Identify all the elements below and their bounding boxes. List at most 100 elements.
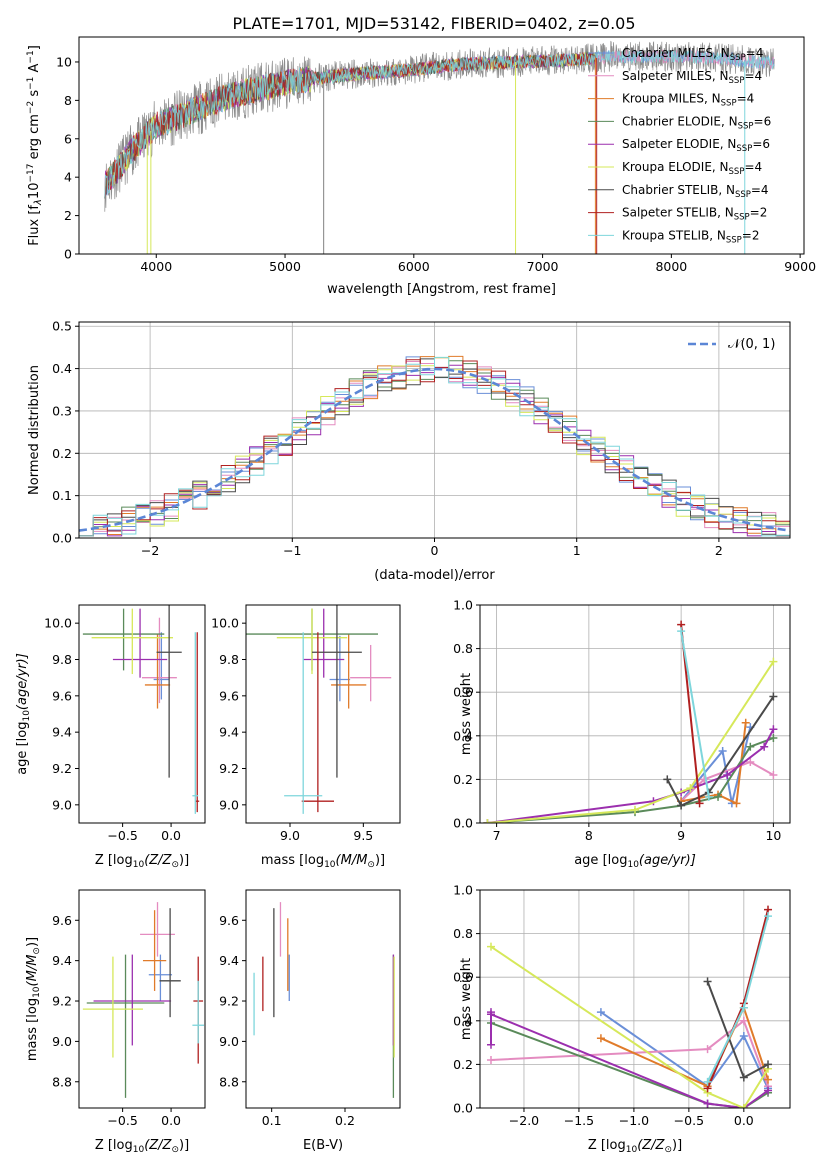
legend-label: Salpeter MILES, NSSP=4 (622, 69, 762, 86)
x-axis-label: age [log10(age/yr)] (574, 853, 696, 870)
errorbar-point (156, 605, 182, 778)
y-tick-label: 4 (64, 170, 72, 185)
histogram-kroupa-stelib (79, 356, 790, 537)
y-tick-label: 0.0 (453, 816, 473, 831)
plot-area (486, 905, 773, 1108)
y-tick-label: 10.0 (211, 616, 239, 631)
y-tick-label: 0.8 (453, 926, 473, 941)
axes: 7 8 9 10 0.0 0.2 0.4 0.6 0.8 1.0 age [log10(age/yr… (453, 598, 791, 870)
weight-marker (739, 1016, 748, 1025)
errorbar-point (112, 608, 168, 678)
errorbar-point (153, 632, 170, 700)
panel-mass_vs_z: −0.5 0.0 8.8 9.0 9.2 9.4 9.6 Z [log10(Z/Z⊙)] mas… (25, 889, 206, 1155)
weight-marker (746, 742, 755, 751)
weight-line (666, 696, 775, 807)
residual-legend: 𝒩(0, 1) (688, 337, 775, 352)
weight-marker (631, 805, 639, 814)
x-tick-label: 0.0 (161, 1113, 181, 1128)
errorbar-point (159, 908, 181, 1018)
y-axis-label: age [log10(age/yr)] (15, 653, 32, 775)
axes-frame (479, 889, 791, 1109)
errorbar-point (148, 954, 173, 1002)
weight-marker (764, 912, 773, 921)
weight-marker (769, 725, 778, 734)
x-tick-label: 8 (585, 828, 593, 843)
axes: 4000 5000 6000 7000 8000 9000 0 2 4 6 8 10 wavelengt… (26, 36, 816, 297)
y-tick-label: 2 (64, 208, 72, 223)
y-tick-label: 0.2 (453, 772, 473, 787)
plot-area (82, 902, 205, 1098)
y-tick-label: 1.0 (453, 598, 473, 613)
legend-label: Kroupa STELIB, NSSP=2 (622, 228, 760, 245)
errorbar-point (86, 954, 165, 1098)
weight-marker (486, 1010, 495, 1019)
errorbar-point (82, 608, 165, 671)
normal-curve (79, 367, 790, 532)
legend-label: Chabrier MILES, NSSP=4 (622, 46, 763, 63)
weight-marker (703, 1077, 712, 1086)
legend-label: Salpeter ELODIE, NSSP=6 (622, 137, 770, 154)
weight-marker (769, 733, 778, 742)
y-axis-label: Normed distribution (27, 365, 42, 495)
weight-line (490, 945, 769, 1108)
y-axis-label: mass [log10(M/M⊙)] (25, 937, 42, 1061)
x-tick-label: 4000 (140, 259, 172, 274)
axes: −2 −1 0 1 2 0.0 0.1 0.2 0.3 0.4 0.5 (data-model)/er… (27, 319, 791, 583)
y-tick-label: 0.0 (453, 1101, 473, 1116)
errorbar-point (329, 635, 351, 702)
panel-weight_vs_z: −2.0 −1.5 −1.0 −0.5 0.0 0.0 0.2 0.4 0.6 0.8 1.0 Z [… (453, 883, 791, 1155)
axes: −0.5 0.0 8.8 9.0 9.2 9.4 9.6 Z [log10(Z/Z⊙)] mas… (25, 889, 206, 1155)
errorbar-point (82, 956, 143, 1058)
y-tick-label: 9.0 (219, 797, 239, 812)
panel-spectrum: 4000 5000 6000 7000 8000 9000 0 2 4 6 8 10 wavelengt… (26, 36, 816, 297)
y-tick-label: 8.8 (52, 1074, 72, 1089)
y-tick-label: 9.4 (52, 953, 72, 968)
weight-marker (723, 771, 732, 780)
errorbar-point (91, 608, 174, 675)
spectrum-line-kroupa-stelib (104, 49, 775, 199)
plot-area (82, 605, 200, 814)
weight-marker (739, 1003, 748, 1012)
x-axis-label: (data-model)/error (374, 568, 495, 583)
spectrum-legend: Chabrier MILES, NSSP=4 Salpeter MILES, NS… (588, 46, 771, 245)
y-tick-label: 1.0 (453, 883, 473, 898)
x-axis-label: Z [log10(Z/Z⊙)] (95, 853, 189, 870)
weight-marker (769, 657, 778, 666)
x-tick-label: 0.2 (335, 1113, 355, 1128)
weight-marker (677, 627, 686, 636)
axes-frame (78, 889, 206, 1109)
errorbar-point (350, 644, 392, 702)
x-tick-label: 7 (493, 828, 501, 843)
x-tick-label: 9.0 (280, 828, 300, 843)
x-tick-label: 7000 (527, 259, 559, 274)
weight-marker (746, 757, 755, 766)
x-tick-label: 0.1 (262, 1113, 282, 1128)
weight-line (600, 1011, 769, 1089)
errorbar-point (142, 910, 167, 991)
y-tick-label: 6 (64, 131, 72, 146)
y-tick-label: 9.0 (52, 1034, 72, 1049)
weight-marker (596, 1008, 605, 1017)
y-tick-label: 8 (64, 93, 72, 108)
spectrum-line-chabrier-stelib (104, 52, 597, 199)
y-tick-label: 9.0 (219, 1034, 239, 1049)
x-tick-label: −1.0 (619, 1113, 649, 1128)
y-tick-label: 0.4 (453, 728, 473, 743)
y-tick-label: 9.2 (219, 994, 239, 1009)
plot-area (246, 605, 392, 814)
y-tick-label: 0.3 (52, 403, 72, 418)
y-tick-label: 0.4 (453, 1013, 473, 1028)
y-tick-label: 0.2 (52, 446, 72, 461)
x-tick-label: −2.0 (509, 1113, 539, 1128)
axes: 0.1 0.2 8.8 9.0 9.2 9.4 9.6 E(B-V) (219, 889, 401, 1153)
weight-marker (695, 799, 704, 808)
errorbar-point (93, 954, 172, 1046)
errorbar-point (192, 632, 199, 814)
plot-area (79, 355, 790, 537)
x-tick-label: −2 (141, 543, 159, 558)
y-tick-label: 9.6 (219, 688, 239, 703)
weight-marker (483, 819, 492, 823)
weight-marker (739, 1032, 748, 1041)
weight-marker (486, 1056, 495, 1065)
